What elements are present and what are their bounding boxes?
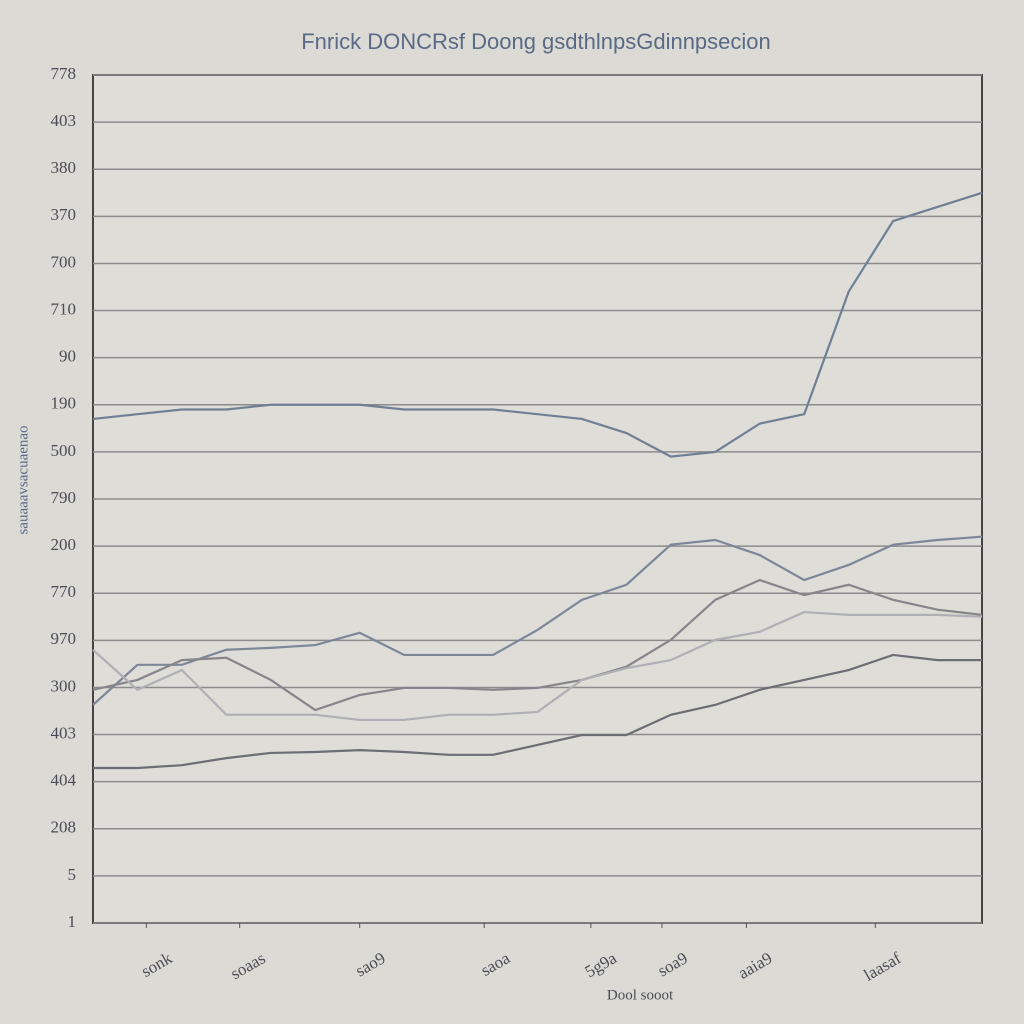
y-tick-label: 790 xyxy=(51,488,77,507)
line-series xyxy=(92,191,983,458)
y-tick-label: 90 xyxy=(59,347,76,366)
line-series xyxy=(92,610,983,722)
y-tick-label: 380 xyxy=(51,158,77,177)
y-tick-label: 403 xyxy=(51,111,77,130)
y-tick-label: 208 xyxy=(51,818,77,837)
y-tick-label: 404 xyxy=(51,771,77,790)
y-tick-label: 700 xyxy=(51,252,77,271)
y-tick-label: 1 xyxy=(68,912,77,931)
line-series xyxy=(92,578,983,712)
y-tick-label: 710 xyxy=(51,299,77,318)
x-axis-label: Dool sooot xyxy=(607,987,674,1003)
y-tick-label: 200 xyxy=(51,535,77,554)
line-series xyxy=(92,535,983,706)
y-tick-label: 300 xyxy=(51,676,77,695)
y-tick-label: 403 xyxy=(51,723,77,742)
y-tick-label: 770 xyxy=(51,582,77,601)
y-tick-label: 370 xyxy=(51,205,77,224)
y-tick-label: 190 xyxy=(51,394,77,413)
chart-title: Fnrick DONCRsf Doong gsdthlnpsGdinnpseci… xyxy=(301,29,771,54)
line-series xyxy=(93,653,982,770)
y-tick-label: 970 xyxy=(51,629,77,648)
y-tick-label: 500 xyxy=(51,441,77,460)
y-tick-label: 5 xyxy=(68,865,77,884)
y-axis-label: sauaaavsacuaenao xyxy=(15,425,31,534)
y-tick-label: 778 xyxy=(51,64,77,83)
